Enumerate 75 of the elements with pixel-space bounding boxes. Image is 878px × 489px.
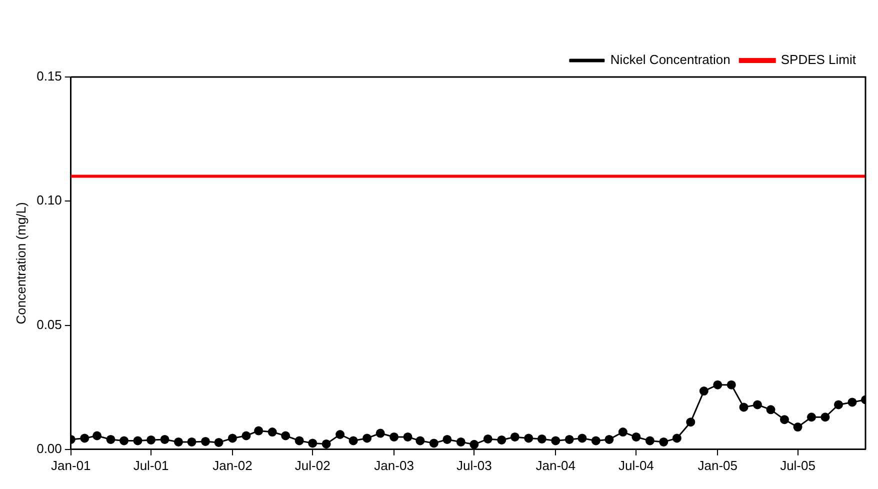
- point: [268, 428, 277, 437]
- point: [187, 437, 196, 446]
- point: [416, 436, 425, 446]
- point: [456, 437, 466, 446]
- point: [604, 434, 614, 444]
- point: [376, 428, 385, 438]
- point: [348, 436, 358, 446]
- point: [564, 434, 574, 444]
- point: [228, 434, 237, 443]
- point: [80, 434, 90, 443]
- point: [645, 436, 654, 446]
- point: [686, 418, 696, 427]
- point: [120, 436, 129, 446]
- point: [699, 386, 708, 396]
- x-tick-label: Jan-04: [536, 458, 576, 473]
- x-tick-label: Jul-05: [780, 458, 816, 473]
- x-tick-label: Jul-04: [618, 458, 654, 473]
- point: [739, 402, 748, 412]
- point: [281, 431, 290, 440]
- point: [659, 437, 668, 446]
- point: [618, 428, 628, 437]
- point: [390, 432, 399, 442]
- point: [214, 438, 224, 447]
- point: [470, 440, 479, 449]
- point: [160, 434, 170, 444]
- point: [726, 380, 736, 390]
- point: [254, 426, 264, 436]
- point: [578, 434, 587, 443]
- point: [322, 439, 331, 448]
- point: [308, 438, 318, 448]
- point: [442, 434, 452, 444]
- point: [591, 436, 600, 446]
- point: [820, 412, 830, 422]
- y-tick-label: 0.00: [36, 440, 62, 456]
- point: [524, 434, 534, 443]
- x-tick-label: Jul-03: [456, 458, 492, 473]
- point: [174, 437, 183, 446]
- point: [336, 430, 345, 440]
- y-tick-label: 0.15: [36, 68, 62, 84]
- point: [848, 398, 857, 407]
- point: [834, 400, 843, 410]
- point: [497, 435, 506, 444]
- point: [403, 432, 412, 442]
- point: [537, 434, 546, 444]
- point: [483, 434, 492, 444]
- x-tick-label: Jan-03: [374, 458, 414, 473]
- x-tick-label: Jul-01: [133, 458, 169, 473]
- y-axis-title: Concentration (mg/L): [13, 202, 28, 324]
- point: [200, 436, 210, 446]
- point: [242, 431, 251, 440]
- point: [510, 432, 520, 442]
- point: [806, 412, 816, 422]
- point: [793, 422, 802, 432]
- legend-label: SPDES Limit: [780, 52, 856, 68]
- x-tick-label: Jul-02: [294, 458, 330, 473]
- point: [780, 415, 789, 424]
- point: [92, 431, 102, 440]
- legend-label: Nickel Concentration: [610, 52, 730, 68]
- point: [632, 432, 641, 442]
- x-tick-label: Jan-01: [51, 458, 91, 473]
- point: [672, 434, 682, 443]
- point: [362, 434, 372, 443]
- x-tick-label: Jan-05: [698, 458, 738, 473]
- y-tick-label: 0.10: [36, 192, 62, 208]
- point: [551, 436, 560, 446]
- y-tick-label: 0.05: [36, 316, 62, 332]
- point: [752, 400, 762, 410]
- point: [133, 436, 142, 446]
- point: [146, 435, 156, 444]
- point: [429, 438, 438, 448]
- point: [766, 405, 776, 414]
- point: [294, 436, 304, 446]
- point: [713, 380, 722, 390]
- x-tick-label: Jan-02: [212, 458, 252, 473]
- point: [106, 434, 116, 444]
